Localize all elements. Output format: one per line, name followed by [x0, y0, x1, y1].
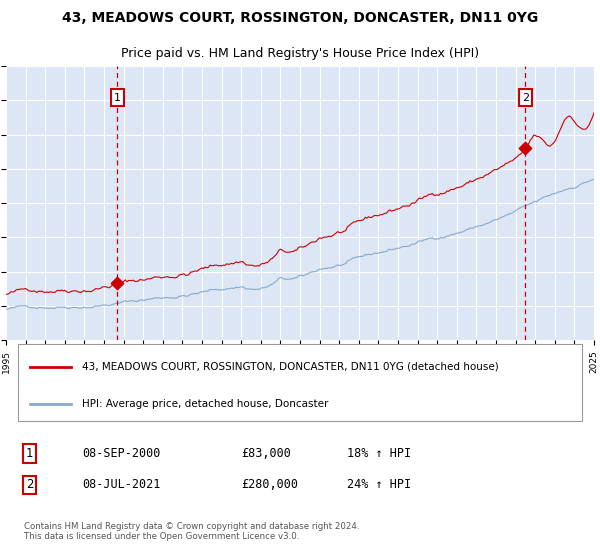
Text: £83,000: £83,000 [241, 447, 291, 460]
Text: 2: 2 [26, 478, 33, 492]
Text: 2: 2 [522, 92, 529, 102]
Text: Contains HM Land Registry data © Crown copyright and database right 2024.
This d: Contains HM Land Registry data © Crown c… [23, 522, 359, 542]
Point [521, 144, 530, 153]
Text: Price paid vs. HM Land Registry's House Price Index (HPI): Price paid vs. HM Land Registry's House … [121, 48, 479, 60]
Text: 43, MEADOWS COURT, ROSSINGTON, DONCASTER, DN11 0YG (detached house): 43, MEADOWS COURT, ROSSINGTON, DONCASTER… [82, 362, 499, 372]
Text: 24% ↑ HPI: 24% ↑ HPI [347, 478, 411, 492]
Text: £280,000: £280,000 [241, 478, 298, 492]
Text: 18% ↑ HPI: 18% ↑ HPI [347, 447, 411, 460]
Text: 43, MEADOWS COURT, ROSSINGTON, DONCASTER, DN11 0YG: 43, MEADOWS COURT, ROSSINGTON, DONCASTER… [62, 11, 538, 25]
FancyBboxPatch shape [18, 344, 582, 421]
Text: 08-JUL-2021: 08-JUL-2021 [82, 478, 161, 492]
Point [112, 279, 122, 288]
Text: 1: 1 [26, 447, 33, 460]
Text: HPI: Average price, detached house, Doncaster: HPI: Average price, detached house, Donc… [82, 399, 329, 409]
Text: 1: 1 [113, 92, 121, 102]
Text: 08-SEP-2000: 08-SEP-2000 [82, 447, 161, 460]
